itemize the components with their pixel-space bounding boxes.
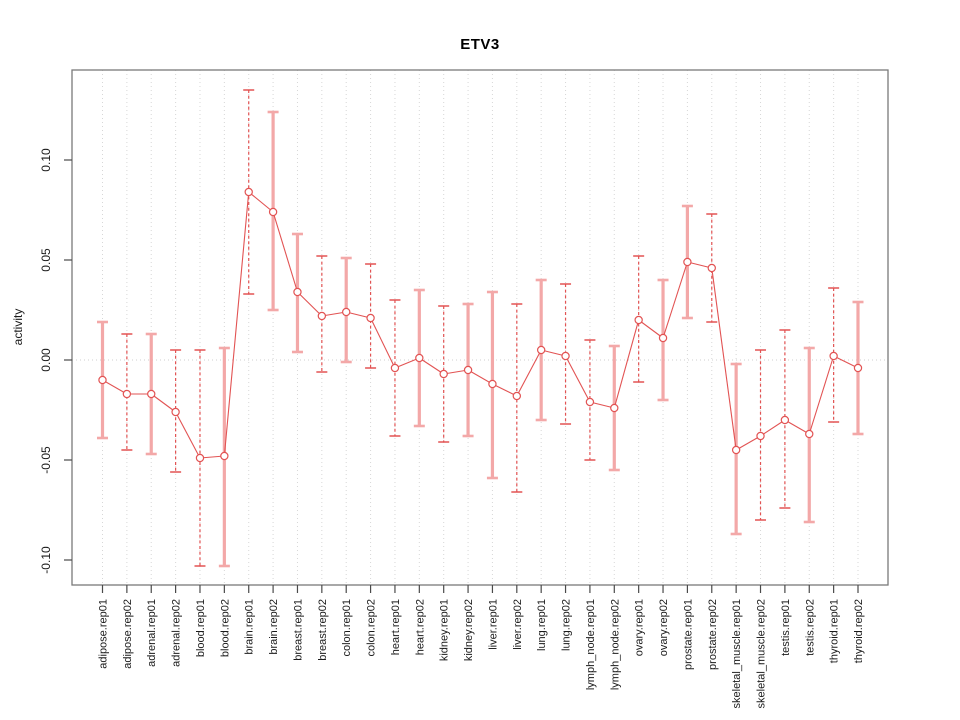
series-line-segment xyxy=(735,435,761,451)
x-tick-label: colon.rep01 xyxy=(341,599,353,657)
x-tick-label: lung.rep01 xyxy=(536,599,548,651)
x-tick-label: thyroid.rep02 xyxy=(853,599,865,663)
chart-title: ETV3 xyxy=(460,36,500,53)
data-point-marker xyxy=(853,363,863,373)
x-tick-label: kidney.rep01 xyxy=(439,599,451,661)
y-tick-label: -0.10 xyxy=(39,546,53,574)
x-tick-label: liver.rep01 xyxy=(487,599,499,650)
series-line-segment xyxy=(248,191,274,213)
y-tick-label: 0.00 xyxy=(39,348,53,372)
series-line-segment xyxy=(833,355,859,369)
data-point-marker xyxy=(390,363,400,373)
x-tick-label: prostate.rep02 xyxy=(707,599,719,670)
data-point-marker xyxy=(634,315,643,325)
data-point-marker xyxy=(610,403,619,413)
data-point-marker xyxy=(756,431,765,441)
plot-border xyxy=(71,69,889,586)
x-tick-label: brain.rep02 xyxy=(268,599,280,655)
series-line-segment xyxy=(613,319,640,409)
x-tick-label: skeletal_muscle.rep02 xyxy=(756,599,768,708)
series-line-segment xyxy=(370,317,396,369)
data-point-marker xyxy=(98,375,107,385)
series-line-segment xyxy=(711,267,737,451)
x-tick-label: brain.rep01 xyxy=(244,599,256,655)
x-tick-label: colon.rep02 xyxy=(366,599,378,657)
series-line-segment xyxy=(467,369,493,385)
series-line-segment xyxy=(297,291,323,317)
x-tick-label: testis.rep01 xyxy=(780,599,792,656)
x-tick-label: liver.rep02 xyxy=(512,599,524,650)
data-point-marker xyxy=(561,351,570,361)
x-tick-label: adipose.rep01 xyxy=(98,599,110,669)
data-point-marker xyxy=(220,451,229,461)
x-tick-label: heart.rep01 xyxy=(390,599,402,655)
data-point-marker xyxy=(317,311,327,321)
x-tick-label: adrenal.rep01 xyxy=(146,599,158,667)
x-tick-label: blood.rep02 xyxy=(219,599,231,657)
data-point-marker xyxy=(439,369,448,379)
series-line-segment xyxy=(784,419,810,435)
series-line-segment xyxy=(223,191,250,457)
x-tick-label: ovary.rep02 xyxy=(658,599,670,656)
x-tick-label: prostate.rep01 xyxy=(682,599,694,670)
data-point-marker xyxy=(147,389,156,399)
series-line-segment xyxy=(175,411,201,459)
data-point-marker xyxy=(658,333,668,343)
data-point-marker xyxy=(415,353,424,363)
x-tick-label: testis.rep02 xyxy=(804,599,816,656)
data-point-marker xyxy=(366,313,375,323)
series-line-segment xyxy=(492,383,518,397)
data-point-marker xyxy=(683,257,692,267)
series-line-segment xyxy=(419,357,444,375)
data-point-marker xyxy=(585,397,595,407)
x-tick-label: lung.rep02 xyxy=(561,599,573,651)
data-point-marker xyxy=(707,263,716,273)
x-tick-label: skeletal_muscle.rep01 xyxy=(731,599,743,708)
series-line-segment xyxy=(394,357,420,369)
data-point-marker xyxy=(171,407,180,417)
x-tick-label: kidney.rep02 xyxy=(463,599,475,661)
data-point-marker xyxy=(536,345,546,355)
data-point-marker xyxy=(805,429,814,439)
data-point-marker xyxy=(195,453,205,463)
data-point-marker xyxy=(268,207,278,217)
data-point-marker xyxy=(829,351,838,361)
y-tick-label: -0.05 xyxy=(39,446,53,474)
series-line-segment xyxy=(150,393,176,413)
x-tick-label: lymph_node.rep01 xyxy=(585,599,597,690)
series-line-segment xyxy=(638,319,664,339)
x-tick-label: adipose.rep02 xyxy=(122,599,134,669)
data-point-marker xyxy=(463,365,473,375)
data-point-marker xyxy=(512,391,522,401)
data-point-marker xyxy=(293,287,302,297)
data-point-marker xyxy=(342,307,351,317)
data-point-marker xyxy=(731,445,741,455)
series-line-segment xyxy=(102,379,128,395)
data-point-marker xyxy=(488,379,497,389)
data-point-marker xyxy=(780,415,790,425)
series-line-segment xyxy=(808,355,835,435)
data-point-marker xyxy=(244,187,253,197)
x-tick-label: breast.rep02 xyxy=(317,599,329,661)
y-tick-label: 0.10 xyxy=(39,148,53,172)
x-tick-label: ovary.rep01 xyxy=(634,599,646,656)
series-line-segment xyxy=(272,211,298,293)
x-tick-label: lymph_node.rep02 xyxy=(609,599,621,690)
x-tick-label: blood.rep01 xyxy=(195,599,207,657)
series-line-segment xyxy=(662,261,688,339)
x-tick-label: adrenal.rep02 xyxy=(171,599,183,667)
x-tick-label: heart.rep02 xyxy=(414,599,426,655)
x-tick-label: thyroid.rep01 xyxy=(829,599,841,663)
x-tick-label: breast.rep01 xyxy=(292,599,304,661)
series-line-segment xyxy=(516,349,542,397)
data-point-marker xyxy=(122,389,132,399)
y-tick-label: 0.05 xyxy=(39,248,53,272)
series-line-segment xyxy=(760,419,786,437)
series-line-segment xyxy=(565,355,591,403)
